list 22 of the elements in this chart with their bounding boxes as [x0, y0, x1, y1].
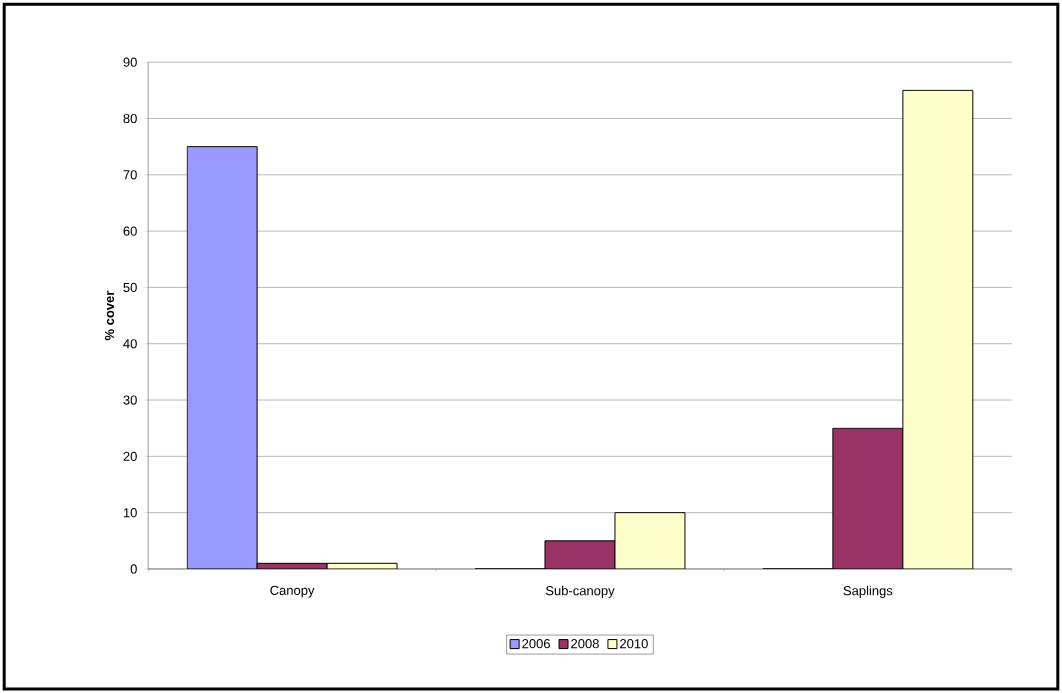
legend-label: 2010: [620, 638, 648, 649]
y-tick-label: 0: [130, 564, 137, 574]
legend-label: 2008: [571, 638, 599, 649]
x-tick-label: Saplings: [843, 585, 893, 598]
bar: [832, 427, 904, 569]
y-axis-title: % cover: [104, 290, 115, 341]
y-tick-label: 40: [123, 339, 137, 349]
y-tick-label: 50: [123, 282, 137, 292]
bar: [544, 540, 616, 569]
bar: [614, 512, 686, 569]
legend-label: 2006: [522, 638, 550, 649]
y-tick-label: 90: [123, 57, 137, 67]
x-tick-label: Canopy: [270, 585, 315, 598]
y-tick-label: 10: [123, 508, 137, 518]
bar: [902, 89, 974, 569]
bar: [186, 146, 258, 569]
x-tick-label: Sub-canopy: [545, 585, 615, 598]
y-tick-label: 60: [123, 226, 137, 236]
y-tick-label: 80: [123, 113, 137, 124]
y-tick-label: 20: [123, 451, 137, 461]
y-tick-label: 30: [123, 395, 137, 405]
y-tick-label: 70: [123, 170, 137, 180]
